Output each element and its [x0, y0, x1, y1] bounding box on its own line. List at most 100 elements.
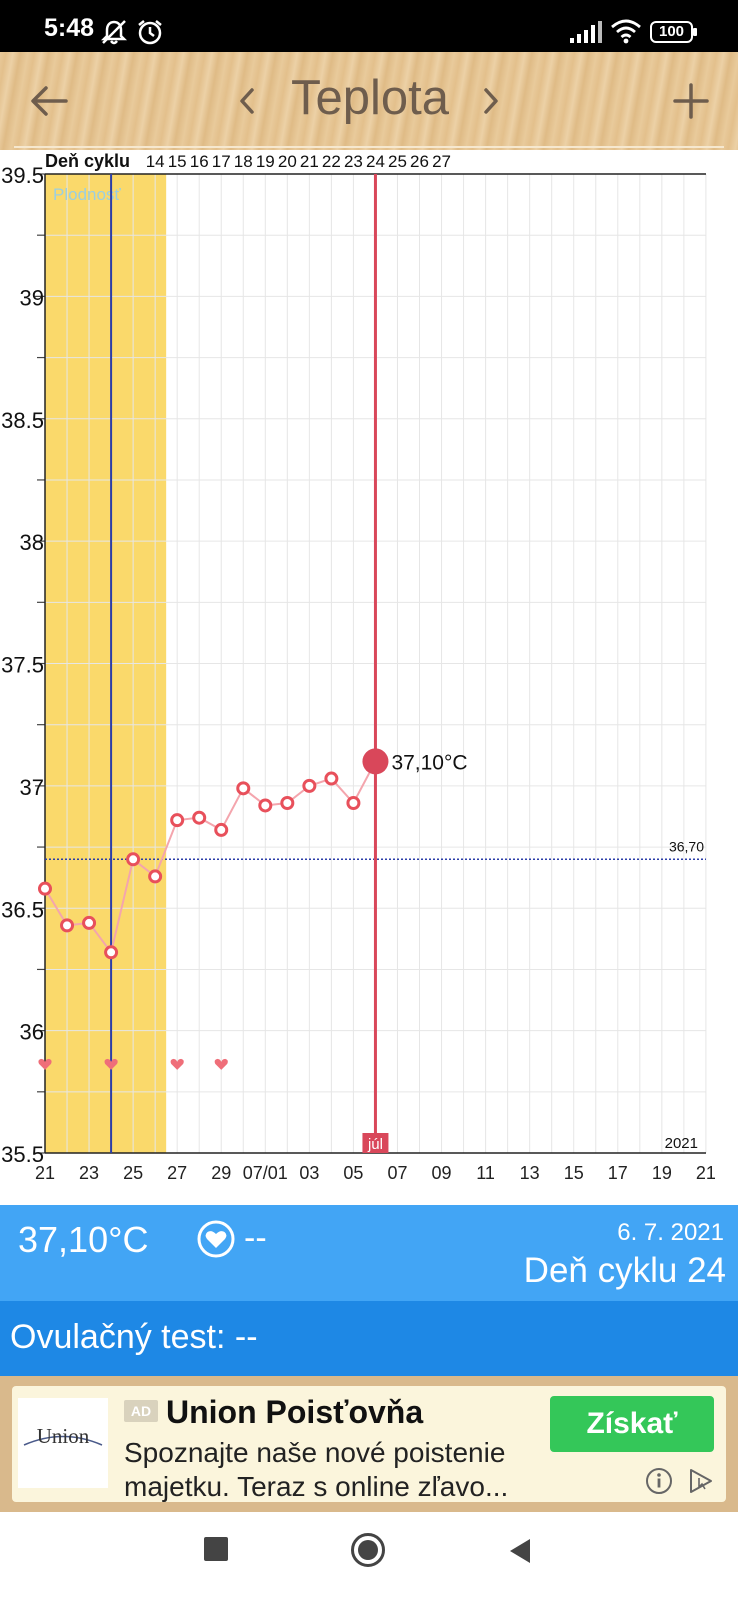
x-tick-label: 15 [564, 1163, 584, 1183]
battery-icon [650, 21, 697, 43]
ad-card[interactable]: Union AD Union Poisťovňa Spoznajte naše … [12, 1386, 726, 1502]
x-tick-label: 11 [476, 1163, 495, 1183]
x-tick-label: 27 [167, 1163, 187, 1183]
ad-choices-icon[interactable] [686, 1466, 716, 1496]
cycle-day-label: 19 [256, 152, 275, 171]
temperature-point [170, 813, 185, 828]
temperature-point [258, 798, 273, 813]
temperature-point [236, 781, 251, 796]
y-tick-label: 38.5 [1, 408, 44, 433]
ad-title[interactable]: Union Poisťovňa [166, 1394, 424, 1430]
intercourse-heart-icon [214, 1058, 228, 1070]
x-tick-label: 25 [123, 1163, 143, 1183]
muted-notifications-icon [100, 20, 128, 45]
intercourse-heart-icon [170, 1058, 184, 1070]
y-tick-label: 39.5 [1, 163, 44, 188]
intercourse-value: -- [244, 1219, 267, 1257]
wifi-icon [611, 19, 641, 44]
y-tick-label: 37.5 [1, 653, 44, 678]
battery-level: 100 [658, 23, 685, 40]
fertility-label: Plodnosť [53, 185, 121, 204]
temperature-point [60, 918, 75, 933]
intercourse-heart-icon [104, 1058, 118, 1070]
coverline-label: 36,70 [669, 838, 704, 854]
chevron-left-icon[interactable] [232, 80, 262, 122]
signal-icon [570, 21, 602, 43]
heart-icon [197, 1220, 235, 1258]
cycle-day-label: 20 [278, 152, 297, 171]
temperature-point [82, 915, 97, 930]
entry-info-panel[interactable]: 37,10°C -- 6. 7. 2021 Deň cyklu 24 [0, 1205, 738, 1301]
x-tick-label: 03 [299, 1163, 319, 1183]
y-tick-label: 38 [20, 530, 44, 555]
status-time: 5:48 [44, 14, 95, 42]
cycle-day-label: 25 [388, 152, 407, 171]
home-button[interactable] [350, 1532, 386, 1568]
x-tick-label: 07/01 [243, 1163, 288, 1183]
y-tick-label: 35.5 [1, 1142, 44, 1167]
y-tick-label: 37 [20, 775, 44, 800]
temperature-point [104, 945, 119, 960]
y-tick-label: 39 [20, 285, 44, 310]
ovulation-test-panel[interactable]: Ovulačný test: -- [0, 1301, 738, 1376]
status-bar: 5:48 100 [0, 0, 738, 52]
intercourse-heart-icon [38, 1058, 52, 1070]
app-bar: Teplota [0, 52, 738, 150]
cycle-day-label: 14 [146, 152, 165, 171]
union-logo-icon [23, 1435, 103, 1446]
selected-temperature: 37,10°C [18, 1219, 149, 1260]
info-icon[interactable] [644, 1466, 674, 1496]
ad-logo-text: Union [36, 1424, 90, 1448]
ad-logo: Union [18, 1398, 108, 1488]
x-tick-label: 19 [652, 1163, 672, 1183]
temperature-point [126, 852, 141, 867]
month-marker: júl [367, 1136, 383, 1153]
x-tick-label: 13 [520, 1163, 540, 1183]
x-tick-label: 09 [432, 1163, 452, 1183]
cycle-day-label: 21 [300, 152, 319, 171]
x-tick-label: 29 [211, 1163, 231, 1183]
x-tick-label: 07 [387, 1163, 407, 1183]
selected-point-label: 37,10°C [391, 751, 467, 774]
chevron-right-icon[interactable] [476, 80, 506, 122]
cycle-day-label: 18 [234, 152, 253, 171]
x-tick-label: 21 [35, 1163, 55, 1183]
x-tick-label: 21 [696, 1163, 716, 1183]
cycle-day-label: 24 [366, 152, 385, 171]
cycle-day-label: 17 [212, 152, 231, 171]
cycle-day-header: Deň cyklu [45, 151, 130, 171]
temperature-line [44, 760, 377, 955]
year-label: 2021 [665, 1135, 698, 1152]
temperature-point [324, 771, 339, 786]
cycle-day-label: 26 [410, 152, 429, 171]
ad-cta-button[interactable]: Získať [550, 1396, 714, 1452]
temperature-point [148, 869, 163, 884]
ad-badge: AD [124, 1400, 158, 1422]
temperature-point [280, 796, 295, 811]
ad-banner[interactable]: Union AD Union Poisťovňa Spoznajte naše … [0, 1376, 738, 1512]
y-tick-label: 36 [20, 1020, 44, 1045]
system-nav-bar [0, 1512, 738, 1600]
cycle-day-label: Deň cyklu 24 [523, 1251, 726, 1290]
temperature-chart[interactable]: 39.5 39 38.5 38 37.5 37 36.5 36 35.5 21 23 25 27 29 07… [0, 150, 738, 1205]
ad-description[interactable]: Spoznajte naše nové poistenie majetku. T… [124, 1437, 509, 1502]
temperature-point [302, 778, 317, 793]
cycle-day-label: 23 [344, 152, 363, 171]
entry-date: 6. 7. 2021 [617, 1219, 724, 1246]
ovulation-test-label: Ovulačný test: -- [10, 1318, 258, 1356]
system-back-button[interactable] [506, 1536, 534, 1566]
app-bar-divider [14, 146, 724, 148]
recents-button[interactable] [204, 1537, 228, 1561]
add-icon[interactable] [668, 78, 714, 124]
cycle-day-label: 15 [168, 152, 187, 171]
back-arrow-icon[interactable] [26, 78, 72, 124]
cycle-day-label: 27 [432, 152, 451, 171]
month-marker-bg [362, 1133, 389, 1153]
cycle-day-label: 16 [190, 152, 209, 171]
x-tick-label: 23 [79, 1163, 99, 1183]
x-tick-label: 05 [343, 1163, 363, 1183]
x-tick-label: 17 [608, 1163, 628, 1183]
temperature-point [192, 810, 207, 825]
cycle-day-label: 22 [322, 152, 341, 171]
